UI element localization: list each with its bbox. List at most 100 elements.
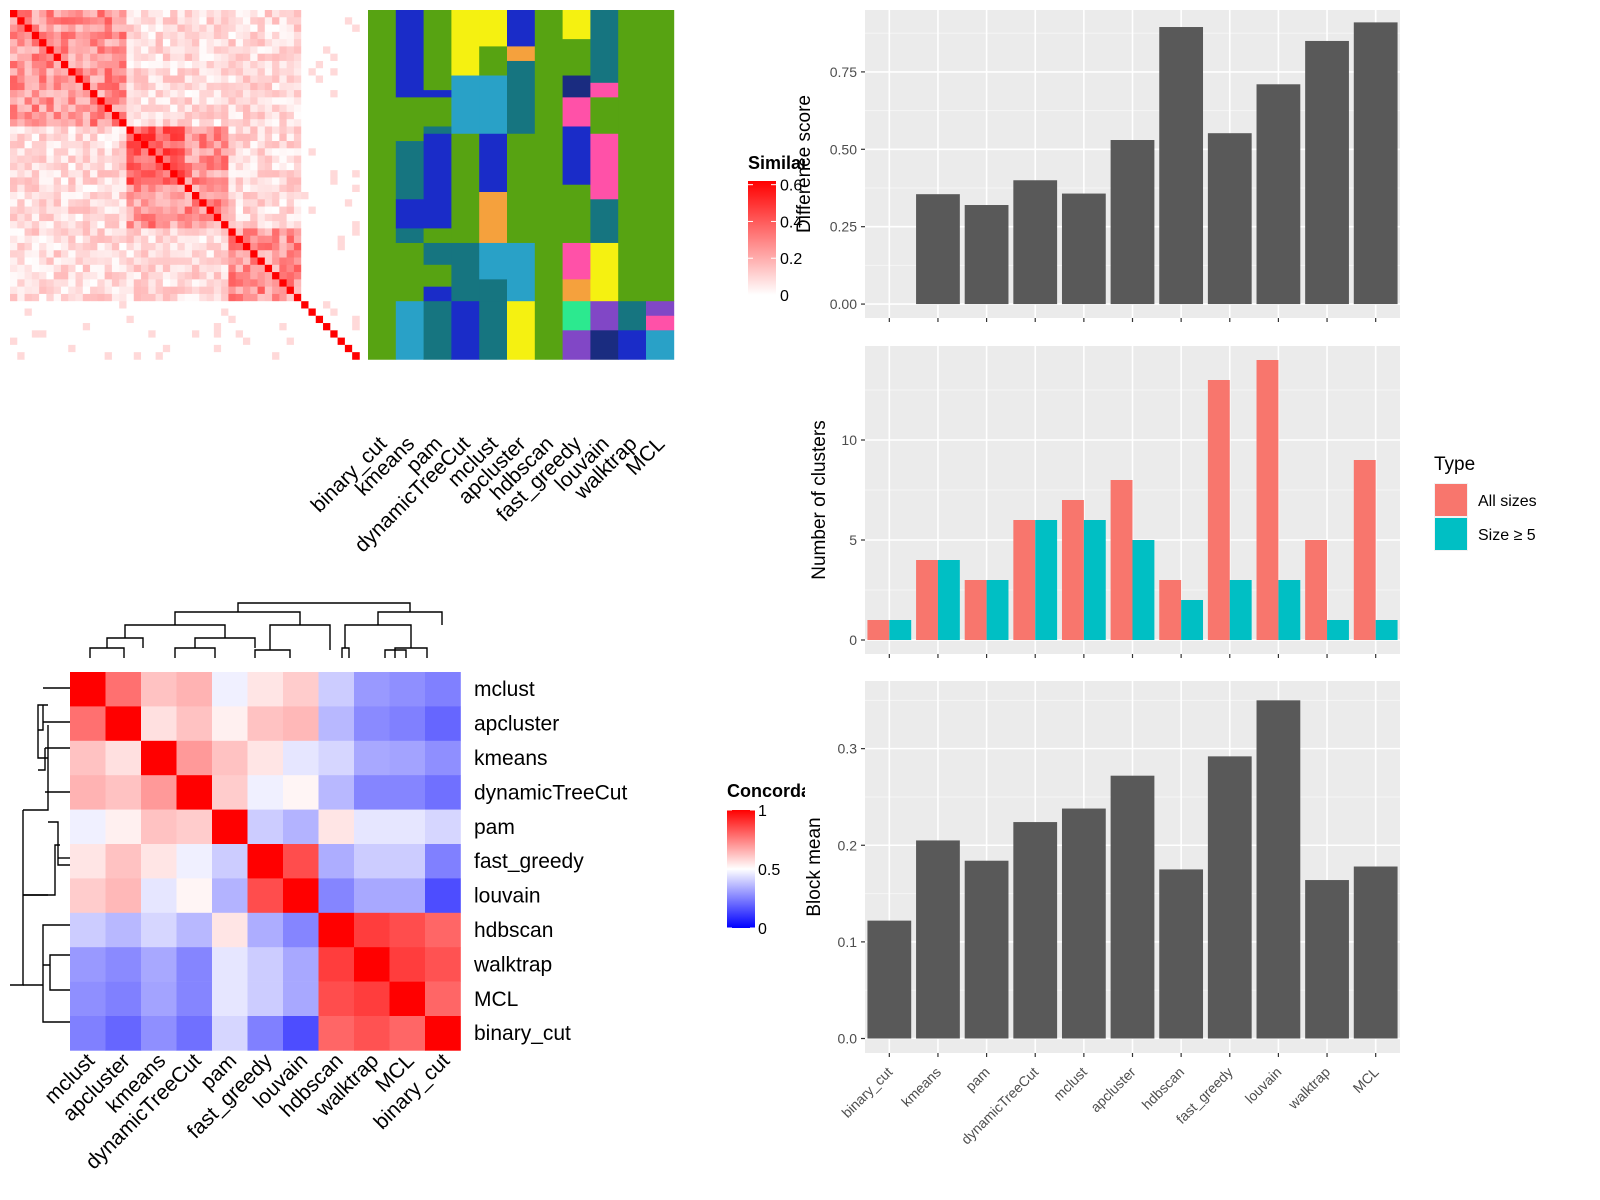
similarity-cell xyxy=(308,272,317,280)
concordance-cell xyxy=(212,947,248,982)
similarity-cell xyxy=(308,264,317,273)
similarity-cell xyxy=(104,31,113,40)
assignment-cell xyxy=(395,228,424,244)
similarity-cell xyxy=(242,344,251,353)
similarity-cell xyxy=(242,228,251,236)
bar xyxy=(1305,880,1349,1039)
similarity-cell xyxy=(141,279,149,287)
y-tick-label: 0.00 xyxy=(830,296,857,312)
concordance-cell xyxy=(354,947,390,982)
similarity-cell xyxy=(68,104,76,113)
similarity-cell xyxy=(192,279,200,287)
similarity-cell xyxy=(250,286,258,295)
similarity-cell xyxy=(119,213,127,222)
similarity-cell xyxy=(97,221,105,229)
similarity-cell xyxy=(250,242,258,251)
similarity-cell xyxy=(162,141,171,149)
similarity-cell xyxy=(126,279,135,287)
similarity-cell xyxy=(24,192,33,200)
similarity-cell xyxy=(162,344,171,353)
similarity-cell xyxy=(257,170,266,178)
concordance-cell xyxy=(283,878,319,914)
similarity-cell xyxy=(213,111,222,120)
similarity-cell xyxy=(104,250,113,258)
similarity-cell xyxy=(330,10,338,18)
similarity-cell xyxy=(221,53,229,62)
similarity-cell xyxy=(250,126,258,135)
similarity-cell xyxy=(235,17,244,25)
similarity-cell xyxy=(155,242,164,251)
similarity-cell xyxy=(192,24,200,33)
concordance-cell xyxy=(105,775,142,810)
similarity-cell xyxy=(60,17,69,25)
similarity-cell xyxy=(293,213,302,222)
similarity-cell xyxy=(272,184,280,193)
similarity-cell xyxy=(133,337,142,346)
similarity-cell xyxy=(24,337,33,346)
similarity-cell xyxy=(39,315,47,324)
similarity-cell xyxy=(39,279,47,287)
similarity-cell xyxy=(272,206,280,215)
similarity-cell xyxy=(323,221,331,229)
similarity-cell xyxy=(90,39,98,47)
similarity-cell xyxy=(126,199,135,207)
x-tick-label: apcluster xyxy=(1087,1064,1139,1116)
similarity-cell xyxy=(75,279,84,287)
similarity-cell xyxy=(323,352,331,360)
similarity-cell xyxy=(177,206,186,215)
similarity-cell xyxy=(24,330,33,338)
similarity-cell xyxy=(133,257,142,266)
similarity-cell xyxy=(192,272,200,280)
y-axis-title: Difference score xyxy=(794,95,815,233)
similarity-cell xyxy=(104,184,113,193)
similarity-cell xyxy=(17,221,25,229)
similarity-cell xyxy=(10,250,18,258)
similarity-cell xyxy=(17,286,25,295)
concordance-cell xyxy=(247,912,284,948)
similarity-cell xyxy=(206,228,215,236)
similarity-cell xyxy=(323,68,331,76)
similarity-cell xyxy=(279,323,287,331)
similarity-cell xyxy=(68,10,76,18)
similarity-cell xyxy=(315,17,324,25)
similarity-cell xyxy=(264,90,273,98)
similarity-cell xyxy=(286,31,295,40)
similarity-cell xyxy=(39,60,47,69)
similarity-cell xyxy=(221,119,229,127)
similarity-cell xyxy=(24,126,33,135)
similarity-cell xyxy=(97,293,105,302)
similarity-cell xyxy=(90,53,98,62)
similarity-cell xyxy=(24,352,33,360)
similarity-cell xyxy=(60,177,69,186)
similarity-cell xyxy=(184,53,193,62)
similarity-cell xyxy=(46,293,54,302)
similarity-cell xyxy=(119,53,127,62)
similarity-cell xyxy=(279,170,287,178)
similarity-cell xyxy=(286,68,295,76)
similarity-cell xyxy=(213,301,222,309)
similarity-cell xyxy=(242,119,251,127)
similarity-cell xyxy=(90,206,98,215)
similarity-cell xyxy=(39,39,47,47)
similarity-cell xyxy=(75,24,84,33)
similarity-cell xyxy=(250,344,258,353)
similarity-cell xyxy=(279,10,287,18)
similarity-cell xyxy=(272,192,280,200)
similarity-cell xyxy=(308,82,317,91)
similarity-cell xyxy=(250,228,258,236)
similarity-cell xyxy=(148,97,156,105)
similarity-cell xyxy=(199,162,207,171)
similarity-cell xyxy=(141,17,149,25)
similarity-cell xyxy=(250,206,258,215)
similarity-cell xyxy=(315,46,324,54)
similarity-cell xyxy=(126,228,135,236)
similarity-cell xyxy=(60,337,69,346)
similarity-cell xyxy=(184,344,193,353)
similarity-cell xyxy=(75,228,84,236)
similarity-cell xyxy=(344,206,353,215)
similarity-cell xyxy=(213,119,222,127)
similarity-cell xyxy=(31,301,40,309)
assignment-cell xyxy=(479,279,508,302)
similarity-cell xyxy=(264,344,273,353)
concordance-cell xyxy=(141,706,177,742)
